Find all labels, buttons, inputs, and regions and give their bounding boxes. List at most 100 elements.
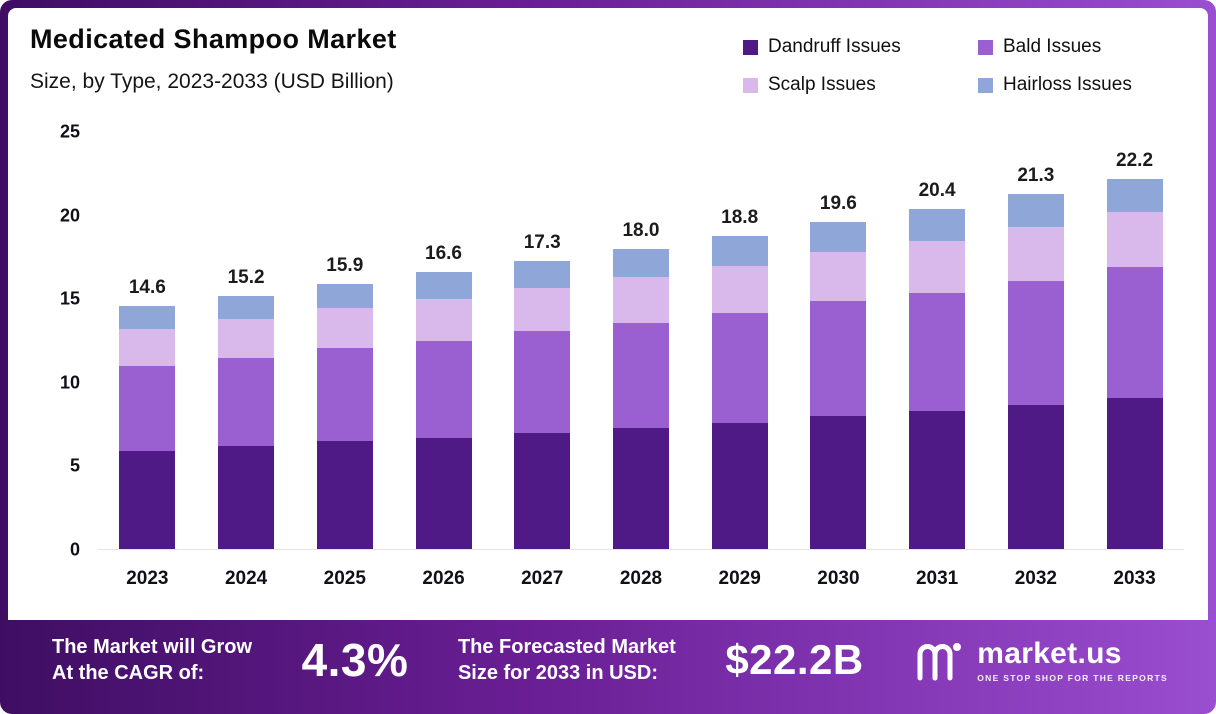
y-tick-10: 10 bbox=[59, 372, 80, 393]
bar-segment-2024-scalp-issues bbox=[218, 319, 275, 358]
page-subtitle: Size, by Type, 2023-2033 (USD Billion) bbox=[30, 70, 394, 93]
bar-2029 bbox=[711, 235, 768, 550]
bar-segment-2025-hairloss-issues bbox=[316, 284, 373, 308]
forecast-label-line1: The Forecasted Market bbox=[457, 635, 676, 658]
bar-segment-2023-hairloss-issues bbox=[119, 305, 176, 330]
legend-item-hairloss-issues: Hairloss Issues bbox=[978, 74, 1178, 96]
y-tick-5: 5 bbox=[69, 455, 80, 476]
legend-swatch bbox=[743, 77, 758, 93]
bar-group-2024: 15.2 2024 bbox=[218, 132, 275, 589]
bar-segment-2028-hairloss-issues bbox=[612, 249, 669, 278]
bar-segment-2032-hairloss-issues bbox=[1007, 193, 1064, 228]
bar-segment-2027-scalp-issues bbox=[514, 287, 571, 331]
x-label-2030: 2030 bbox=[817, 568, 860, 589]
bar-segment-2027-dandruff-issues bbox=[514, 432, 571, 550]
bar-total-label-2023: 14.6 bbox=[128, 276, 166, 298]
bar-segment-2025-bald-issues bbox=[316, 347, 373, 442]
bar-segment-2031-scalp-issues bbox=[909, 240, 966, 293]
brand-name: market.us bbox=[977, 637, 1122, 670]
bar-group-2023: 14.6 2023 bbox=[119, 132, 176, 589]
bar-total-label-2024: 15.2 bbox=[227, 266, 265, 288]
bar-segment-2028-bald-issues bbox=[612, 322, 669, 428]
bar-group-2029: 18.8 2029 bbox=[711, 132, 768, 589]
bar-segment-2030-bald-issues bbox=[810, 300, 867, 417]
bar-2023 bbox=[119, 305, 176, 550]
bar-group-2025: 15.9 2025 bbox=[316, 132, 373, 589]
legend-swatch bbox=[978, 77, 993, 93]
bar-group-2032: 21.3 2032 bbox=[1007, 132, 1064, 589]
bar-segment-2030-dandruff-issues bbox=[810, 416, 867, 550]
x-label-2027: 2027 bbox=[521, 568, 564, 589]
bar-segment-2023-scalp-issues bbox=[119, 329, 176, 367]
bar-total-label-2033: 22.2 bbox=[1116, 149, 1154, 171]
bar-2031 bbox=[909, 208, 966, 550]
brand-tagline: ONE STOP SHOP FOR THE REPORTS bbox=[977, 673, 1168, 683]
forecast-label: The Forecasted Market Size for 2033 in U… bbox=[458, 634, 676, 687]
bar-segment-2026-dandruff-issues bbox=[415, 437, 472, 550]
legend-label: Bald Issues bbox=[1003, 36, 1102, 57]
brand-logo: market.us ONE STOP SHOP FOR THE REPORTS bbox=[913, 634, 1168, 686]
bar-total-label-2030: 19.6 bbox=[819, 193, 857, 215]
bar-segment-2031-bald-issues bbox=[909, 292, 966, 412]
bar-segment-2026-scalp-issues bbox=[415, 299, 472, 342]
chart-legend: Dandruff Issues Bald Issues Scalp Issues Ha… bbox=[743, 36, 1178, 96]
bar-2024 bbox=[218, 295, 275, 550]
bar-segment-2029-hairloss-issues bbox=[711, 235, 768, 266]
bar-segment-2033-scalp-issues bbox=[1106, 212, 1163, 268]
cagr-label-line2: At the CAGR of: bbox=[52, 662, 205, 684]
bar-segment-2027-hairloss-issues bbox=[514, 260, 571, 288]
bar-total-label-2027: 17.3 bbox=[523, 231, 561, 253]
x-label-2032: 2032 bbox=[1014, 568, 1057, 589]
bar-segment-2030-hairloss-issues bbox=[810, 222, 867, 253]
legend-item-dandruff-issues: Dandruff Issues bbox=[743, 36, 968, 58]
legend-label: Hairloss Issues bbox=[1003, 74, 1132, 95]
x-label-2026: 2026 bbox=[422, 568, 465, 589]
bar-group-2026: 16.6 2026 bbox=[415, 132, 472, 589]
forecast-label-line2: Size for 2033 in USD: bbox=[457, 662, 658, 684]
bar-group-2031: 20.4 2031 bbox=[909, 132, 966, 589]
bar-total-label-2029: 18.8 bbox=[721, 206, 759, 228]
legend-label: Dandruff Issues bbox=[768, 36, 901, 57]
x-label-2029: 2029 bbox=[718, 568, 761, 589]
y-tick-25: 25 bbox=[59, 121, 80, 142]
bar-segment-2033-hairloss-issues bbox=[1106, 178, 1163, 213]
bar-segment-2032-scalp-issues bbox=[1007, 227, 1064, 281]
bar-2026 bbox=[415, 272, 472, 550]
bar-group-2027: 17.3 2027 bbox=[514, 132, 571, 589]
bar-group-2028: 18.0 2028 bbox=[612, 132, 669, 589]
bar-segment-2025-scalp-issues bbox=[316, 307, 373, 348]
bar-segment-2023-bald-issues bbox=[119, 366, 176, 452]
legend-swatch bbox=[978, 39, 993, 55]
bar-segment-2024-dandruff-issues bbox=[218, 446, 275, 550]
bar-segment-2032-dandruff-issues bbox=[1007, 404, 1064, 550]
legend-item-scalp-issues: Scalp Issues bbox=[743, 74, 968, 96]
cagr-value: 4.3% bbox=[301, 634, 409, 686]
bar-segment-2027-bald-issues bbox=[514, 330, 571, 433]
bar-total-label-2025: 15.9 bbox=[326, 255, 364, 277]
bar-segment-2028-dandruff-issues bbox=[612, 427, 669, 550]
x-label-2025: 2025 bbox=[323, 568, 366, 589]
y-tick-20: 20 bbox=[59, 205, 80, 226]
cagr-label-line1: The Market will Grow bbox=[52, 635, 253, 658]
legend-label: Scalp Issues bbox=[768, 74, 876, 95]
bar-segment-2023-dandruff-issues bbox=[119, 451, 176, 550]
x-label-2023: 2023 bbox=[126, 568, 169, 589]
bar-segment-2030-scalp-issues bbox=[810, 252, 867, 301]
x-label-2024: 2024 bbox=[224, 568, 268, 589]
bar-segment-2026-hairloss-issues bbox=[415, 272, 472, 300]
bar-2032 bbox=[1007, 193, 1064, 550]
bar-2028 bbox=[612, 249, 669, 550]
market-us-logo-icon bbox=[917, 643, 962, 681]
legend-item-bald-issues: Bald Issues bbox=[978, 36, 1178, 58]
bar-segment-2028-scalp-issues bbox=[612, 277, 669, 323]
y-axis: 0 5 10 15 20 25 bbox=[8, 122, 80, 560]
bar-2030 bbox=[810, 222, 867, 550]
legend-swatch bbox=[743, 39, 758, 55]
bar-segment-2029-scalp-issues bbox=[711, 265, 768, 313]
bar-total-label-2032: 21.3 bbox=[1017, 164, 1055, 186]
bar-2025 bbox=[316, 284, 373, 550]
x-label-2031: 2031 bbox=[915, 568, 959, 589]
bar-total-label-2028: 18.0 bbox=[622, 220, 660, 242]
x-label-2028: 2028 bbox=[619, 568, 663, 589]
